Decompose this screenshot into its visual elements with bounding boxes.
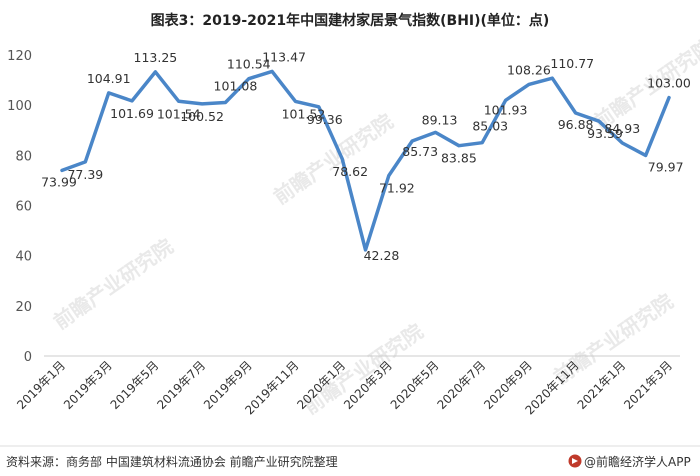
- x-tick-label: 2019年1月: [14, 358, 68, 412]
- x-tick-label: 2020年5月: [388, 358, 442, 412]
- data-label: 113.25: [134, 50, 178, 65]
- data-label: 73.99: [41, 174, 77, 189]
- data-label: 101.08: [214, 78, 258, 93]
- data-label: 101.54: [157, 106, 201, 121]
- chart-title: 图表3：2019-2021年中国建材家居景气指数(BHI)(单位：点): [151, 12, 550, 29]
- data-label: 79.97: [648, 159, 684, 174]
- data-label: 113.47: [262, 49, 306, 64]
- y-axis-ticks: 0 20 40 60 80 100 120: [7, 49, 32, 365]
- watermark-text: 前瞻产业研究院: [299, 319, 427, 419]
- y-tick-label: 120: [7, 49, 32, 64]
- y-tick-label: 100: [7, 99, 32, 114]
- data-label: 101.69: [110, 106, 154, 121]
- data-label: 85.03: [472, 119, 508, 134]
- y-tick-label: 80: [15, 149, 32, 164]
- data-label: 42.28: [364, 248, 400, 263]
- source-note: 资料来源：商务部 中国建筑材料流通协会 前瞻产业研究院整理: [6, 454, 338, 469]
- data-label: 110.54: [227, 57, 271, 72]
- data-label: 93.59: [587, 126, 623, 141]
- y-tick-label: 20: [15, 300, 32, 315]
- x-tick-label: 2019年3月: [61, 358, 115, 412]
- data-label: 78.62: [332, 164, 368, 179]
- data-label: 83.85: [441, 151, 477, 166]
- data-label: 84.93: [604, 121, 640, 136]
- data-label: 100.52: [180, 109, 224, 124]
- data-label: 89.13: [422, 112, 458, 127]
- data-label: 103.00: [647, 76, 691, 91]
- data-label: 99.36: [307, 112, 343, 127]
- x-tick-label: 2019年5月: [108, 358, 162, 412]
- y-tick-label: 0: [24, 350, 32, 365]
- data-label: 110.77: [550, 56, 594, 71]
- series-line: [60, 69, 671, 252]
- brand-logo: [568, 454, 582, 468]
- x-tick-label: 2019年7月: [154, 358, 208, 412]
- data-label: 104.91: [87, 71, 131, 86]
- data-label: 71.92: [379, 181, 415, 196]
- data-label: 101.52: [282, 106, 326, 121]
- data-label: 96.88: [558, 117, 594, 132]
- y-tick-label: 40: [15, 250, 32, 265]
- y-tick-label: 60: [15, 200, 32, 215]
- data-label: 77.39: [67, 167, 103, 182]
- brand-play-icon: [572, 458, 578, 464]
- x-tick-label: 2020年7月: [434, 358, 488, 412]
- watermark-text: 前瞻产业研究院: [49, 234, 177, 334]
- brand-handle: @前瞻经济学人APP: [584, 454, 691, 469]
- x-tick-label: 2021年3月: [621, 358, 675, 412]
- data-label: 85.73: [402, 144, 438, 159]
- data-label: 101.93: [484, 102, 528, 117]
- data-label: 108.26: [507, 62, 551, 77]
